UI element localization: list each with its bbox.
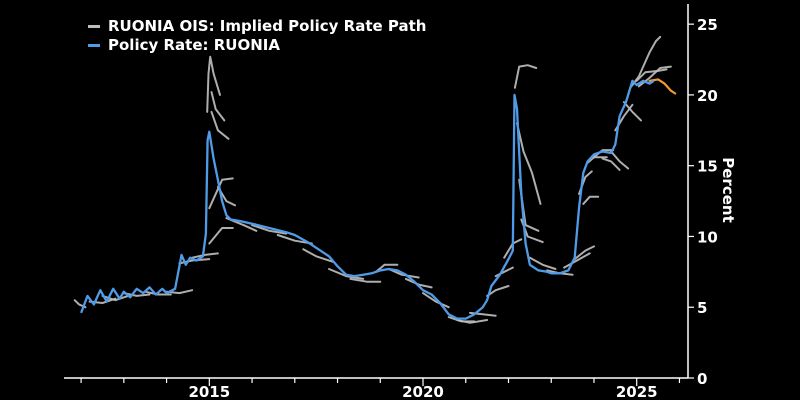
ois-path-line [422, 292, 450, 309]
legend-item-ois: RUONIA OIS: Implied Policy Rate Path [88, 17, 426, 36]
policy-series-group [80, 79, 655, 320]
ois-path-line [622, 101, 642, 122]
ois-path-line [513, 64, 538, 89]
ois-path-line [582, 195, 600, 205]
ois-path-line [251, 224, 288, 235]
ois-path-line [593, 149, 615, 159]
ois-path-line [302, 248, 335, 263]
ois-path-line [328, 268, 365, 280]
y-tick-label: 5 [697, 299, 707, 317]
ois-path-line [210, 110, 230, 140]
ois-path-line [191, 252, 219, 259]
ois-path-line [528, 256, 557, 270]
ois-path-line [375, 263, 399, 273]
ois-path-line [456, 319, 489, 324]
legend-swatch-policy [88, 44, 100, 47]
ois-path-line [573, 245, 595, 261]
x-tick-label: 2025 [616, 383, 658, 400]
ois-path-line [635, 68, 668, 82]
ois-path-line [144, 290, 172, 296]
y-tick-label: 20 [697, 87, 718, 105]
y-tick-label: 15 [697, 158, 718, 176]
x-tick-label: 2020 [402, 383, 444, 400]
ois-path-line [206, 55, 221, 113]
y-tick-label: 25 [697, 16, 718, 34]
y-tick-label: 10 [697, 228, 718, 246]
legend-label-ois: RUONIA OIS: Implied Policy Rate Path [108, 17, 427, 35]
x-tick-label: 2015 [188, 383, 230, 400]
ois-path-line [208, 227, 234, 245]
ois-series-group [73, 35, 677, 324]
ois-path-line [349, 277, 382, 283]
ois-path-line [208, 177, 234, 210]
legend: RUONIA OIS: Implied Policy Rate Path Pol… [88, 17, 426, 55]
ois-path-line [516, 122, 542, 205]
ois-path-line [210, 91, 226, 122]
y-tick-label: 0 [697, 370, 707, 388]
ois-path-line [610, 150, 630, 170]
policy-rate-line [80, 79, 655, 320]
legend-swatch-ois [88, 25, 100, 28]
ois-path-line [563, 252, 591, 269]
ois-path-line [101, 294, 130, 302]
ois-path-line [601, 157, 621, 171]
legend-label-policy: Policy Rate: RUONIA [108, 36, 280, 54]
ois-path-line [387, 268, 420, 279]
latest-ois-path-line [648, 78, 677, 95]
legend-item-policy: Policy Rate: RUONIA [88, 36, 426, 55]
y-axis-title: Percent [719, 157, 737, 222]
